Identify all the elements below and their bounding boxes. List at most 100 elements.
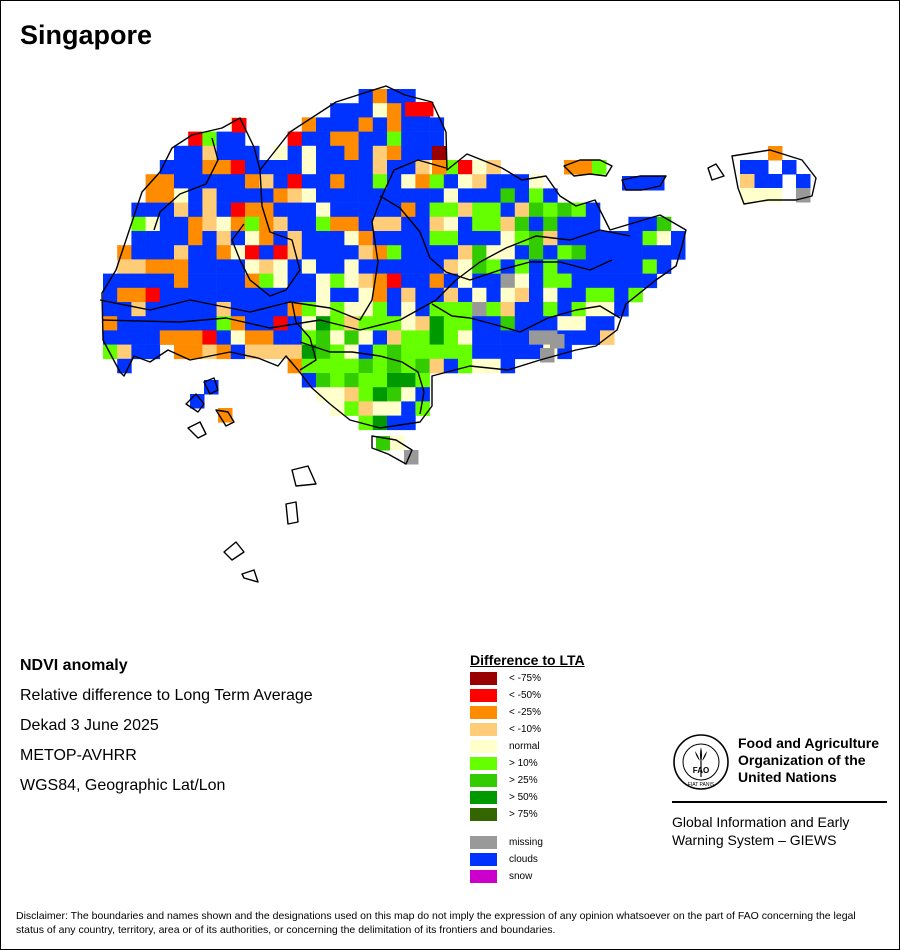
ndvi-pixel (344, 273, 359, 289)
organization-name: Food and Agriculture Organization of the… (738, 735, 879, 786)
ndvi-pixel (230, 202, 246, 218)
ndvi-pixel (330, 160, 345, 175)
ndvi-pixel (372, 245, 388, 260)
ndvi-raster (103, 89, 811, 465)
ndvi-pixel (330, 174, 345, 189)
ndvi-pixel (145, 259, 161, 274)
ndvi-pixel (543, 273, 558, 289)
ndvi-pixel (131, 245, 146, 260)
ndvi-pixel (429, 216, 445, 232)
ndvi-pixel (230, 287, 246, 303)
ndvi-pixel (131, 302, 146, 317)
ndvi-pixel (486, 174, 501, 189)
ndvi-pixel (557, 287, 572, 303)
ndvi-pixel (202, 145, 217, 161)
ndvi-pixel (259, 231, 274, 246)
ndvi-pixel (372, 160, 388, 175)
ndvi-pixel (174, 145, 189, 161)
legend-title: Difference to LTA (470, 652, 585, 668)
ndvi-pixel (358, 330, 374, 345)
ndvi-pixel (472, 174, 487, 189)
ndvi-pixel (344, 117, 359, 132)
ndvi-pixel (245, 302, 260, 317)
ndvi-pixel (202, 202, 217, 218)
ndvi-pixel (230, 188, 246, 203)
ndvi-pixel (486, 344, 501, 360)
ndvi-pixel (330, 216, 345, 232)
main-island-outline (101, 85, 687, 429)
ndvi-pixel (656, 231, 672, 246)
ndvi-pixel (458, 259, 473, 274)
ndvi-pixel (174, 188, 189, 203)
ndvi-pixel (273, 202, 288, 218)
ndvi-pixel (188, 231, 203, 246)
ndvi-pixel (131, 316, 146, 331)
ndvi-pixel (273, 245, 288, 260)
ndvi-pixel (358, 117, 374, 132)
ndvi-pixel (387, 387, 402, 402)
ndvi-pixel (372, 131, 388, 147)
ndvi-pixel (131, 231, 146, 246)
ndvi-pixel (415, 358, 430, 374)
ndvi-pixel (796, 188, 811, 203)
ndvi-pixel (245, 202, 260, 218)
legend-swatch (470, 740, 497, 753)
ndvi-pixel (287, 259, 303, 274)
ndvi-pixel (387, 273, 402, 289)
ndvi-pixel (401, 216, 416, 232)
ndvi-pixel (287, 145, 303, 161)
ndvi-pixel (188, 216, 203, 232)
ndvi-pixel (387, 401, 402, 416)
ndvi-pixel (188, 330, 203, 345)
ndvi-pixel (232, 118, 247, 133)
ndvi-pixel (230, 344, 246, 360)
legend-swatch (470, 836, 497, 849)
ndvi-pixel (600, 302, 615, 317)
ndvi-pixel (145, 287, 161, 303)
ndvi-pixel (500, 231, 516, 246)
ndvi-pixel (642, 245, 658, 260)
map-title: Singapore (20, 20, 153, 50)
ndvi-pixel (514, 216, 530, 232)
ndvi-pixel (259, 160, 274, 175)
ndvi-pixel (443, 259, 459, 274)
ndvi-pixel (287, 188, 303, 203)
ndvi-pixel (145, 273, 161, 289)
ndvi-pixel (401, 131, 416, 147)
ndvi-pixel (316, 373, 331, 388)
ndvi-pixel (782, 160, 797, 175)
ndvi-pixel (330, 373, 345, 388)
ndvi-pixel (387, 373, 402, 388)
ndvi-pixel (529, 259, 544, 274)
ndvi-pixel (768, 146, 783, 161)
ndvi-pixel (316, 273, 331, 289)
ndvi-pixel (344, 387, 359, 402)
ndvi-pixel (316, 287, 331, 303)
ndvi-pixel (344, 131, 359, 147)
ndvi-pixel (372, 259, 388, 274)
ndvi-pixel (500, 358, 516, 374)
ndvi-pixel (628, 259, 643, 274)
ndvi-pixel (131, 330, 146, 345)
ndvi-pixel (600, 316, 615, 331)
ndvi-pixel (372, 174, 388, 189)
legend-label: < -25% (509, 707, 541, 718)
ndvi-pixel (131, 202, 146, 218)
ndvi-pixel (636, 176, 651, 191)
legend-swatch (470, 689, 497, 702)
ndvi-pixel (387, 131, 402, 147)
ndvi-pixel (564, 160, 579, 175)
ndvi-pixel (216, 131, 232, 147)
ndvi-pixel (174, 216, 189, 232)
legend-swatch (470, 853, 497, 866)
ndvi-pixel (301, 216, 317, 232)
ndvi-pixel (387, 358, 402, 374)
ndvi-pixel (529, 330, 544, 345)
ndvi-pixel (358, 259, 374, 274)
ndvi-pixel (372, 103, 388, 118)
legend-swatch (470, 791, 497, 804)
ndvi-pixel (174, 259, 189, 274)
ndvi-pixel (372, 117, 388, 132)
ndvi-pixel (358, 358, 374, 374)
ndvi-pixel (358, 387, 374, 402)
